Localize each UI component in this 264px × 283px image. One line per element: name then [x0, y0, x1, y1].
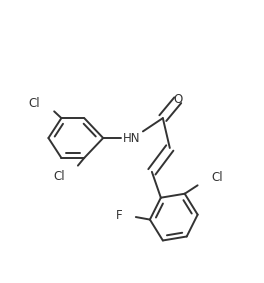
Text: Cl: Cl: [212, 171, 223, 184]
Text: F: F: [116, 209, 122, 222]
Text: HN: HN: [123, 132, 141, 145]
Text: Cl: Cl: [29, 97, 40, 110]
Text: Cl: Cl: [54, 170, 65, 183]
Text: O: O: [173, 93, 182, 106]
